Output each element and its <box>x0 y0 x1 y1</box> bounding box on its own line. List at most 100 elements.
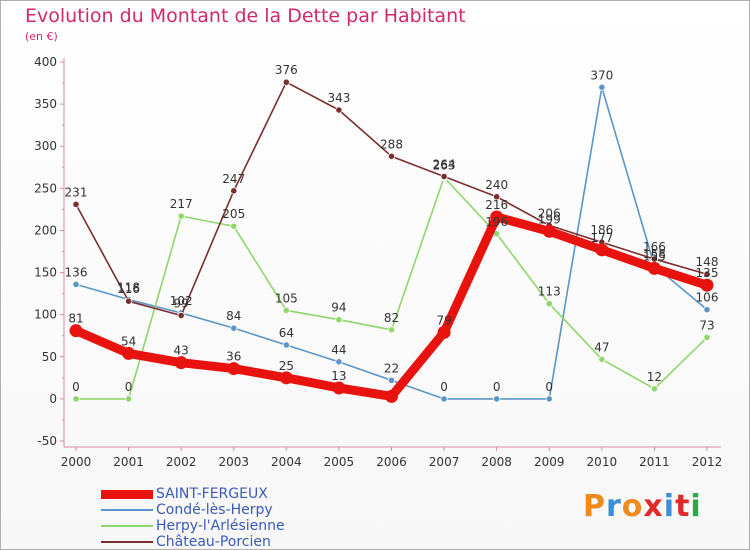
logo-letter: x <box>643 489 664 524</box>
y-tick-label: 150 <box>34 266 57 280</box>
y-tick-label: 0 <box>49 392 57 406</box>
data-label: 231 <box>65 185 88 199</box>
data-point <box>703 333 711 342</box>
data-point <box>279 371 293 385</box>
logo-letter: t <box>675 489 691 524</box>
data-point <box>72 280 80 288</box>
x-tick-label: 2012 <box>692 455 723 469</box>
x-tick-label: 2004 <box>271 455 302 469</box>
data-point <box>332 381 346 395</box>
y-tick-label: -50 <box>37 434 57 448</box>
x-tick-label: 2000 <box>61 455 92 469</box>
data-point <box>703 270 711 278</box>
y-tick-label: 100 <box>34 308 57 322</box>
data-point <box>72 200 80 208</box>
legend-label: Herpy-l'Arlésienne <box>156 518 285 534</box>
data-label: 205 <box>222 207 245 221</box>
y-tick-label: 200 <box>34 223 57 237</box>
legend-item: Herpy-l'Arlésienne <box>101 518 285 534</box>
data-label: 99 <box>174 297 189 311</box>
data-label: 79 <box>436 313 451 327</box>
data-label: 54 <box>121 334 136 348</box>
data-point <box>230 324 238 332</box>
legend-swatch <box>101 541 153 543</box>
data-label: 102 <box>170 294 193 308</box>
data-point <box>440 172 448 181</box>
x-tick-label: 2009 <box>534 455 565 469</box>
data-label: 13 <box>331 369 346 383</box>
data-label: 106 <box>696 291 719 305</box>
data-point <box>387 152 396 160</box>
data-label: 206 <box>538 206 561 220</box>
data-point <box>282 306 290 315</box>
data-label: 376 <box>275 63 298 77</box>
data-label: 0 <box>493 380 501 394</box>
data-label: 81 <box>68 312 83 326</box>
data-label: 47 <box>594 340 609 354</box>
data-label: 199 <box>538 212 561 226</box>
data-label: 25 <box>279 359 294 373</box>
legend-swatch <box>101 489 153 499</box>
x-tick-label: 2005 <box>324 455 355 469</box>
data-label: 64 <box>279 326 294 340</box>
data-point <box>595 243 609 257</box>
legend-item: Château-Porcien <box>101 534 285 550</box>
legend-label: Condé-lès-Herpy <box>156 502 273 518</box>
data-point <box>542 224 556 238</box>
data-label: 240 <box>485 178 508 192</box>
data-label: 217 <box>170 197 193 211</box>
data-point <box>650 385 659 393</box>
data-label: 263 <box>433 158 456 172</box>
data-label: 82 <box>384 311 399 325</box>
data-label: 155 <box>643 249 666 263</box>
data-point <box>335 316 343 324</box>
x-tick-label: 2003 <box>218 455 249 469</box>
x-tick-label: 2007 <box>429 455 460 469</box>
data-point <box>440 395 448 403</box>
logo-letter: o <box>621 489 644 524</box>
data-label: 288 <box>380 137 403 151</box>
data-label: 36 <box>226 350 241 364</box>
chart-title: Evolution du Montant de la Dette par Hab… <box>25 5 466 27</box>
data-point <box>69 324 83 338</box>
legend-label: Château-Porcien <box>156 534 271 550</box>
data-point <box>545 395 553 403</box>
data-point <box>598 355 606 363</box>
data-point <box>282 78 290 86</box>
data-label: 0 <box>72 380 80 394</box>
data-point <box>72 395 80 403</box>
data-label: 94 <box>331 301 346 315</box>
data-label: 148 <box>696 255 719 269</box>
x-tick-label: 2002 <box>166 455 197 469</box>
data-point <box>437 325 451 339</box>
data-point <box>230 187 238 195</box>
data-point <box>230 222 238 230</box>
legend-item: SAINT-FERGEUX <box>101 486 285 502</box>
data-label: 0 <box>125 380 133 394</box>
chart-legend: SAINT-FERGEUX Condé-lès-Herpy Herpy-l'Arlé… <box>101 486 285 550</box>
data-point <box>385 389 398 403</box>
data-label: 12 <box>647 370 662 384</box>
data-label: 0 <box>440 380 448 394</box>
data-point <box>177 311 185 320</box>
data-point <box>122 346 136 360</box>
x-tick-label: 2006 <box>376 455 407 469</box>
data-label: 43 <box>174 344 189 358</box>
x-tick-label: 2011 <box>639 455 670 469</box>
logo-letter: r <box>606 489 622 524</box>
y-tick-label: 300 <box>34 139 57 153</box>
data-label: 166 <box>643 240 666 254</box>
logo-letter: i <box>690 489 702 524</box>
data-point <box>227 362 241 376</box>
data-label: 216 <box>485 198 508 212</box>
x-tick-label: 2001 <box>113 455 144 469</box>
data-label: 247 <box>222 172 245 186</box>
data-label: 113 <box>538 285 561 299</box>
data-label: 0 <box>545 380 553 394</box>
data-label: 136 <box>65 265 88 279</box>
x-tick-label: 2008 <box>481 455 512 469</box>
logo-letter: P <box>583 489 606 524</box>
data-label: 73 <box>699 318 714 332</box>
data-point <box>335 106 343 114</box>
data-label: 105 <box>275 291 298 305</box>
